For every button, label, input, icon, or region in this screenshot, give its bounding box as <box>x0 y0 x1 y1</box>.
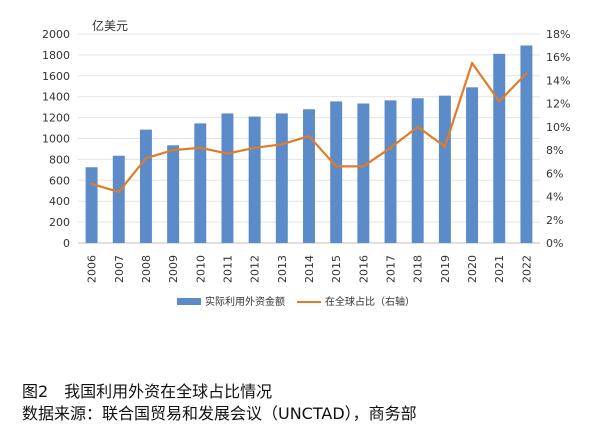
bar <box>85 167 98 243</box>
right-tick-label: 12% <box>546 98 570 111</box>
legend-bar-label: 实际利用外资金额 <box>205 295 285 308</box>
right-tick-label: 0% <box>546 237 563 250</box>
chart: 亿美元 0 200 400 600 800 1000 1200 1400 1600 1800 200… <box>42 18 570 308</box>
figure-caption: 图2 我国利用外资在全球占比情况 <box>22 382 273 401</box>
line-point <box>90 182 93 185</box>
right-tick-label: 18% <box>546 28 570 41</box>
left-tick-label: 1200 <box>42 112 70 125</box>
x-tick-label: 2013 <box>276 255 289 283</box>
right-tick-label: 2% <box>546 214 563 227</box>
source-note: 数据来源：联合国贸易和发展会议（UNCTAD），商务部 <box>22 404 417 423</box>
line-point <box>362 165 365 168</box>
bar <box>303 109 315 244</box>
left-tick-label: 600 <box>49 174 70 187</box>
line-point <box>144 157 148 160</box>
bar <box>330 101 343 243</box>
bar <box>438 95 451 243</box>
left-tick-label: 400 <box>49 195 70 208</box>
bar <box>194 123 207 243</box>
x-tick-label: 2018 <box>412 255 425 283</box>
left-axis-unit: 亿美元 <box>92 18 128 33</box>
x-tick-label: 2017 <box>385 255 398 283</box>
x-tick-label: 2016 <box>357 255 370 283</box>
bar <box>221 113 234 243</box>
right-axis: 0% 2% 4% 6% 8% 10% 12% 14% 16% 18% <box>546 28 570 250</box>
left-tick-label: 2000 <box>42 28 70 41</box>
line-point <box>307 134 311 138</box>
line-series <box>90 61 528 194</box>
x-tick-label: 2006 <box>86 255 99 283</box>
x-tick-label: 2007 <box>113 255 126 283</box>
left-tick-label: 1800 <box>42 49 70 62</box>
left-tick-label: 0 <box>63 237 70 250</box>
line-point <box>334 165 338 168</box>
right-tick-label: 16% <box>546 51 570 64</box>
bar <box>411 98 424 243</box>
legend-line-label: 在全球占比（右轴） <box>325 295 415 308</box>
bar-series <box>85 45 533 244</box>
bar <box>112 155 125 243</box>
bar <box>466 87 479 243</box>
line-point <box>199 146 202 149</box>
line-point <box>498 100 501 103</box>
line-point <box>470 61 474 65</box>
x-tick-label: 2009 <box>167 255 180 283</box>
bar <box>384 100 397 243</box>
x-tick-label: 2011 <box>221 255 234 283</box>
line-point <box>117 190 120 194</box>
line-point <box>253 146 256 149</box>
line-point <box>226 152 229 155</box>
line-point <box>416 125 419 129</box>
right-tick-label: 14% <box>546 74 570 87</box>
x-tick-label: 2022 <box>520 255 533 283</box>
x-tick-label: 2021 <box>493 255 506 283</box>
legend: 实际利用外资金额 在全球占比（右轴） <box>177 295 415 308</box>
line-point <box>389 146 392 149</box>
x-tick-label: 2014 <box>303 255 316 283</box>
left-tick-label: 200 <box>49 216 70 229</box>
x-axis: 2006 2007 2008 2009 2010 2011 2012 2013 2014 2015… <box>86 255 534 283</box>
line-point <box>525 72 528 75</box>
left-tick-label: 1400 <box>42 91 70 104</box>
right-tick-label: 10% <box>546 121 570 134</box>
right-tick-label: 6% <box>546 167 563 180</box>
left-tick-label: 800 <box>49 153 70 166</box>
bar <box>357 103 370 244</box>
line-point <box>443 145 447 148</box>
x-tick-label: 2008 <box>140 255 153 283</box>
left-axis: 0 200 400 600 800 1000 1200 1400 1600 1800 2000 <box>42 28 70 250</box>
bar <box>248 116 261 243</box>
left-tick-label: 1600 <box>42 70 70 83</box>
x-tick-label: 2012 <box>249 255 262 283</box>
right-tick-label: 4% <box>546 191 563 204</box>
x-tick-label: 2010 <box>194 255 207 283</box>
x-tick-label: 2019 <box>439 255 452 283</box>
bar <box>139 129 152 243</box>
bar <box>167 145 180 243</box>
legend-bar-swatch <box>177 298 201 305</box>
line-point <box>171 148 175 152</box>
left-tick-label: 1000 <box>42 133 70 146</box>
bar <box>493 53 506 244</box>
x-tick-label: 2015 <box>330 255 343 283</box>
x-tick-label: 2020 <box>466 255 479 283</box>
right-tick-label: 8% <box>546 144 563 157</box>
bar <box>520 45 533 244</box>
line-point <box>280 143 284 146</box>
bar <box>275 113 288 243</box>
